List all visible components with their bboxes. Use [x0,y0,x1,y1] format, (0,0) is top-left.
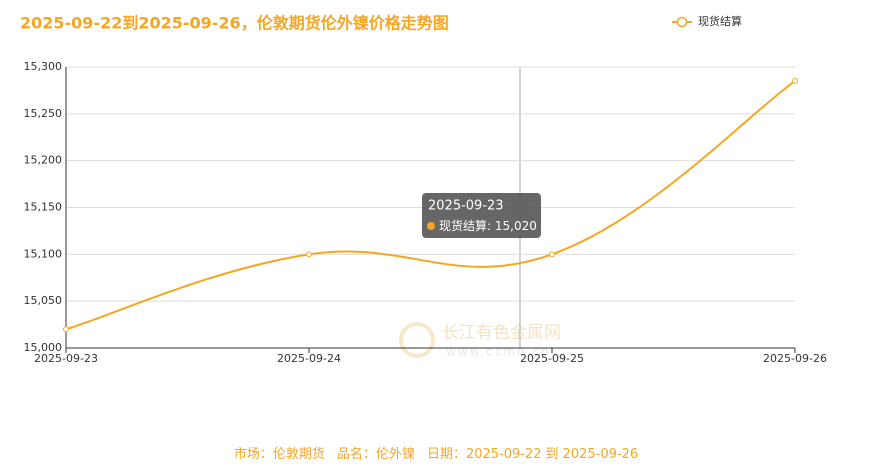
data-point [63,326,69,333]
data-point [792,78,798,85]
tooltip-marker [427,222,435,230]
y-tick-label: 15,250 [24,107,63,120]
tooltip-box [422,193,541,238]
y-tick-label: 15,050 [24,294,63,307]
watermark-name: 长江有色金属网 [442,323,561,343]
footer-end: 2025-09-26 [563,447,639,462]
x-tick-label: 2025-09-24 [277,352,341,365]
footer-market: 伦敦期货 [273,446,325,462]
y-tick-label: 15,100 [24,247,63,260]
series-line [65,80,796,331]
data-point [306,251,312,258]
tooltip-number: 15,020 [495,219,537,233]
watermark-logo [399,322,435,358]
legend-label: 现货结算 [698,14,742,28]
x-tick-label: 2025-09-23 [34,352,98,365]
tooltip-value: 现货结算: 15,020 [439,218,537,233]
y-tick-label: 15,200 [24,154,63,167]
y-tick-label: 15,150 [24,201,63,214]
footer-product-label: 品名： [337,446,376,462]
footer-product: 伦外镍 [376,447,415,462]
tooltip-series: 现货结算 [439,218,487,233]
y-tick-label: 15,300 [24,60,63,73]
data-point [549,251,555,258]
x-tick-label: 2025-09-25 [520,352,584,365]
legend-marker [676,16,688,28]
tooltip-date: 2025-09-23 [428,199,504,214]
tooltip: 2025-09-23 现货结算: 15,020 [422,193,541,238]
footer-market-label: 市场： [234,446,273,462]
chart-title: 2025-09-22到2025-09-26，伦敦期货伦外镍价格走势图 [20,14,449,33]
footer-start: 2025-09-22 [466,447,542,462]
x-tick-label: 2025-09-26 [763,352,827,365]
footer: 市场：伦敦期货 品名：伦外镍 日期：2025-09-22 到 2025-09-26 [234,446,638,462]
y-tick-label: 15,000 [24,341,63,354]
footer-date-label: 日期： [427,447,466,462]
footer-sep: 到 [546,447,559,462]
legend: 现货结算 [672,14,742,28]
